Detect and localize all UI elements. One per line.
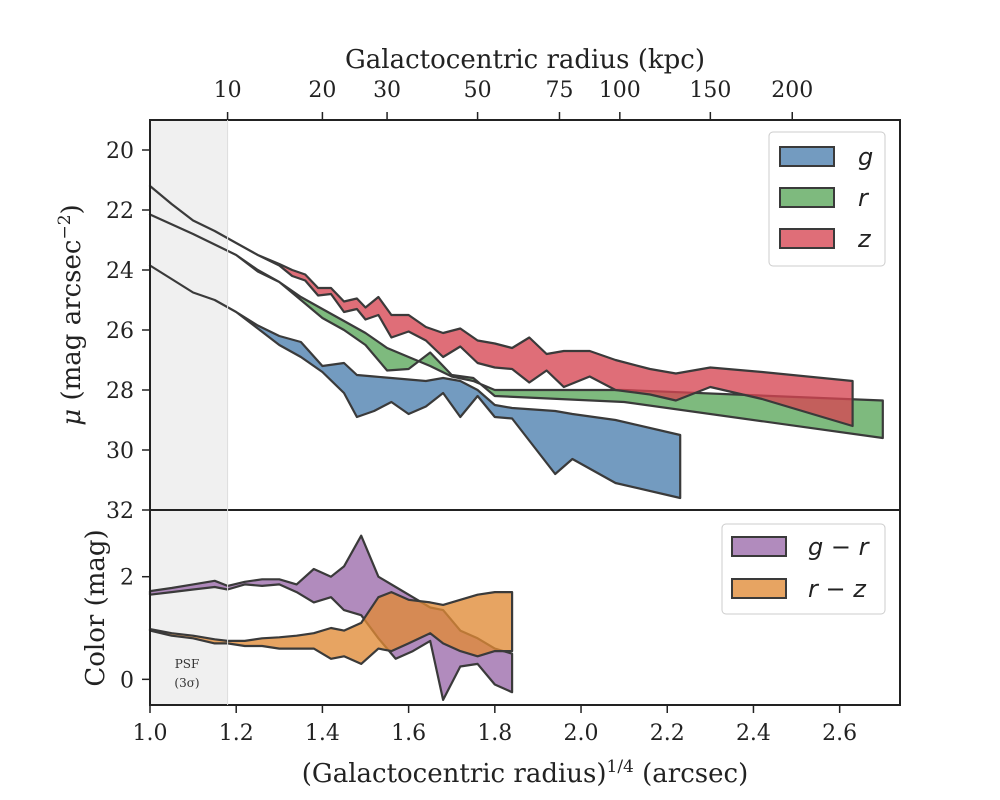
top-y-axis: 20 22 24 26 28 30 32 (106, 139, 150, 524)
bottom-legend: g − r r − z (721, 523, 886, 615)
bottom-x-tick-label: 1.8 (477, 721, 512, 746)
top-y-tick-label: 24 (106, 259, 134, 284)
bottom-x-tick-label: 1.0 (133, 721, 168, 746)
bottom-x-tick-label: 1.4 (305, 721, 340, 746)
bottom-x-tick-label: 2.0 (564, 721, 599, 746)
legend-label-g-r: g − r (808, 533, 871, 561)
top-x-tick-label: 100 (599, 78, 641, 103)
psf-shaded-region-bottom (150, 510, 228, 705)
bottom-x-tick-label: 2.2 (650, 721, 685, 746)
psf-annotation: PSF (175, 657, 200, 671)
top-x-axis-kpc: 10 20 30 50 75 100 150 200 (214, 78, 813, 120)
color-bands (148, 534, 514, 701)
band-r (148, 213, 884, 440)
legend-swatch-r (779, 187, 835, 208)
top-x-tick-label: 10 (214, 78, 242, 103)
psf-annotation-sub: (3σ) (174, 676, 199, 690)
bottom-y-tick-label: 0 (120, 668, 134, 693)
bottom-x-tick-label: 1.2 (219, 721, 254, 746)
legend-swatch-z (779, 228, 835, 249)
band-z (148, 184, 854, 428)
surface-brightness-bands (148, 184, 884, 500)
legend-label-g: g (858, 143, 873, 171)
bottom-panel-frame (149, 509, 901, 706)
band-r-z (148, 591, 514, 665)
bottom-x-tick-label: 2.6 (822, 721, 857, 746)
legend-swatch-g-r (731, 536, 787, 557)
bottom-y-tick-label: 2 (120, 566, 134, 591)
top-y-tick-label: 32 (106, 499, 134, 524)
top-x-tick-label: 150 (689, 78, 731, 103)
bottom-x-axis: 1.0 1.2 1.4 1.6 1.8 2.0 2.2 2.4 2.6 (133, 705, 857, 746)
top-legend: g r z (768, 131, 886, 267)
top-x-axis-label: Galactocentric radius (kpc) (345, 45, 705, 75)
legend-label-r-z: r − z (808, 575, 867, 603)
top-y-axis-label: μ (mag arcsec−2) (55, 204, 87, 425)
bottom-y-axis-label: Color (mag) (81, 529, 111, 686)
legend-swatch-g (779, 146, 835, 167)
psf-shaded-region-top (150, 120, 228, 510)
bottom-x-tick-label: 2.4 (736, 721, 771, 746)
top-y-tick-label: 28 (106, 379, 134, 404)
legend-label-r: r (858, 184, 870, 212)
top-x-tick-label: 75 (545, 78, 573, 103)
bottom-x-tick-label: 1.6 (391, 721, 426, 746)
top-y-tick-label: 20 (106, 139, 134, 164)
top-y-tick-label: 30 (106, 439, 134, 464)
top-x-tick-label: 20 (308, 78, 336, 103)
top-x-tick-label: 30 (373, 78, 401, 103)
band-g (148, 264, 682, 500)
top-x-tick-label: 50 (464, 78, 492, 103)
legend-swatch-r-z (731, 578, 787, 599)
bottom-x-axis-label: (Galactocentric radius)1/4 (arcsec) (302, 757, 748, 789)
bottom-y-axis: 02 (120, 566, 150, 693)
legend-label-z: z (857, 225, 872, 253)
top-x-tick-label: 200 (771, 78, 813, 103)
top-y-tick-label: 22 (106, 199, 134, 224)
top-y-tick-label: 26 (106, 319, 134, 344)
